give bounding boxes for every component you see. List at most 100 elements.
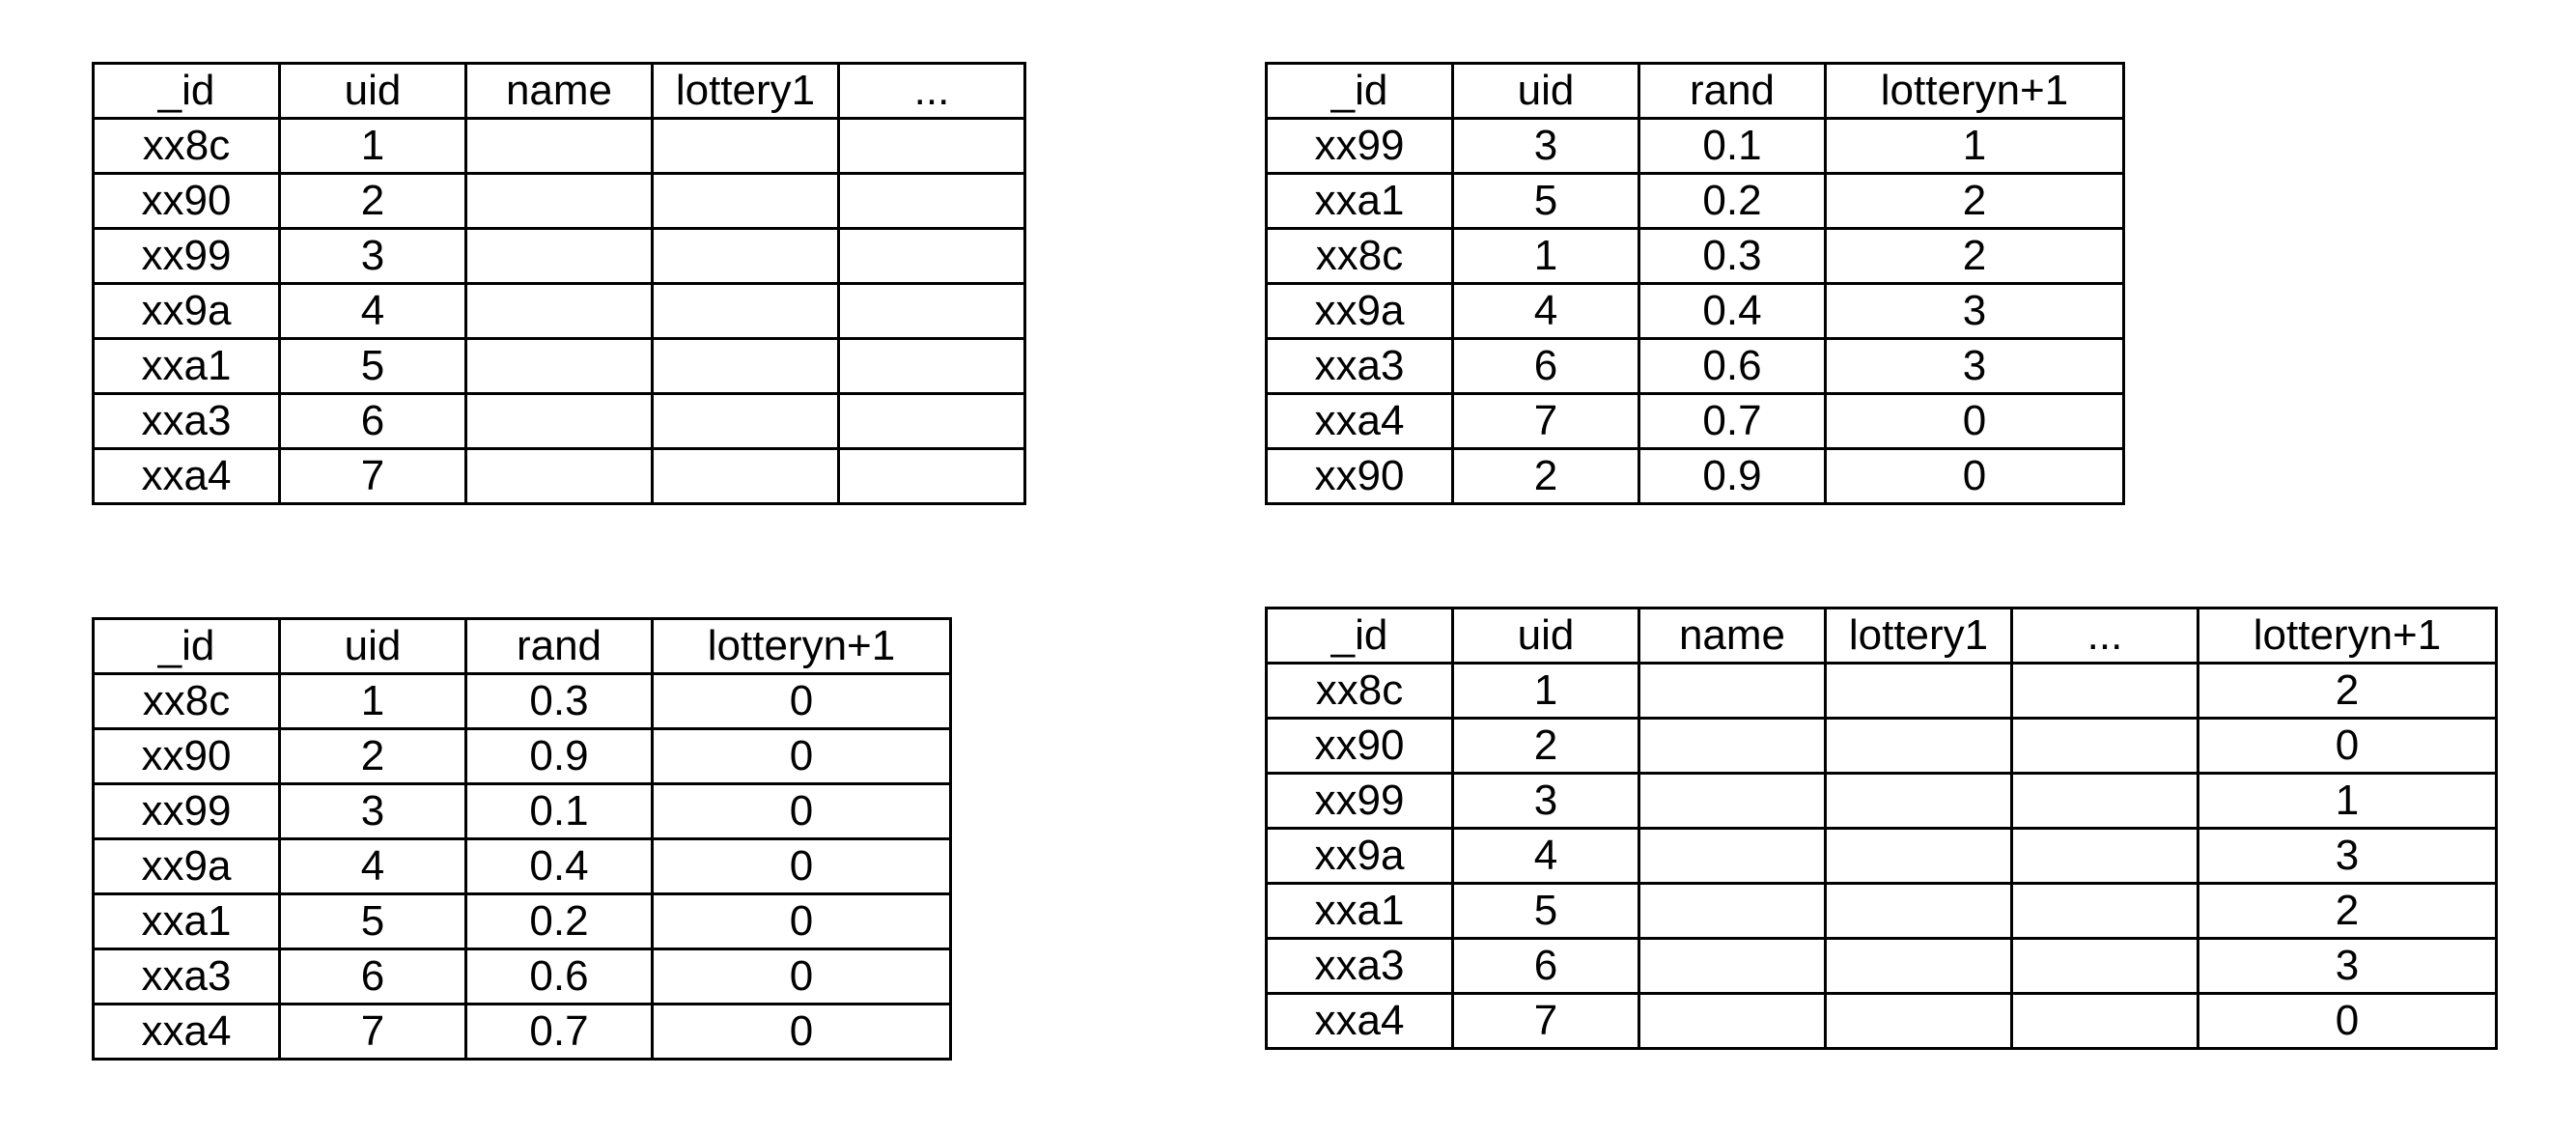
table-cell [651, 447, 840, 505]
table-cell [464, 117, 654, 175]
header-row: _id uid name lottery1 ... lotteryn+1 [1265, 607, 2498, 665]
table-cell: 6 [1451, 937, 1640, 995]
table-cell: 1 [1451, 662, 1640, 720]
table-cell [1824, 992, 2013, 1050]
table-cell: xx8c [1265, 662, 1454, 720]
table-cell: xx90 [1265, 717, 1454, 775]
header-cell: uid [278, 617, 467, 675]
table-cell: 0.1 [1638, 117, 1827, 175]
header-cell: name [1638, 607, 1827, 665]
table-cell [464, 447, 654, 505]
header-cell: lottery1 [1824, 607, 2013, 665]
table-cell: 7 [278, 447, 467, 505]
table-cell [651, 227, 840, 285]
table-row: xxa4 7 [92, 447, 1026, 505]
table-row: xx9a 4 0.4 3 [1265, 282, 2125, 340]
table-cell [464, 227, 654, 285]
table-cell: xx90 [92, 727, 281, 785]
header-cell: lottery1 [651, 62, 840, 120]
table-cell: 7 [1451, 992, 1640, 1050]
table-cell [837, 227, 1026, 285]
table-row: xx99 3 [92, 227, 1026, 285]
table-row: xx99 3 1 [1265, 772, 2498, 830]
table-row: xxa3 6 0.6 3 [1265, 337, 2125, 395]
table-cell [1824, 717, 2013, 775]
table-cell: xx8c [92, 117, 281, 175]
table-cell: 0 [651, 1003, 952, 1061]
table-cell: 7 [278, 1003, 467, 1061]
table-row: xx90 2 0.9 0 [1265, 447, 2125, 505]
header-cell: rand [1638, 62, 1827, 120]
header-cell: uid [1451, 62, 1640, 120]
header-cell: _id [92, 62, 281, 120]
header-cell: lotteryn+1 [2197, 607, 2498, 665]
table-cell [464, 282, 654, 340]
users-table: _id uid name lottery1 ... xx8c 1 xx90 2 xx… [92, 62, 1026, 505]
table-cell: 5 [1451, 882, 1640, 940]
header-cell: uid [278, 62, 467, 120]
header-row: _id uid name lottery1 ... [92, 62, 1026, 120]
table-cell [1824, 882, 2013, 940]
table-cell: xx8c [1265, 227, 1454, 285]
table-row: xxa3 6 0.6 0 [92, 948, 952, 1005]
table-cell: 4 [278, 282, 467, 340]
table-cell: xxa1 [92, 337, 281, 395]
table-cell: xx9a [92, 837, 281, 895]
table-cell [1638, 827, 1827, 885]
table-cell: xx99 [1265, 772, 1454, 830]
header-cell: ... [837, 62, 1026, 120]
table-cell [837, 337, 1026, 395]
table-cell [2010, 827, 2199, 885]
table-cell: xxa1 [92, 892, 281, 950]
table-row: xxa1 5 [92, 337, 1026, 395]
table-cell [1824, 937, 2013, 995]
table-row: xx90 2 [92, 172, 1026, 230]
table-row: xx90 2 0 [1265, 717, 2498, 775]
table-cell [1638, 937, 1827, 995]
table-row: xxa1 5 0.2 0 [92, 892, 952, 950]
table-cell: 3 [2197, 827, 2498, 885]
table-cell: 0 [651, 782, 952, 840]
header-cell: uid [1451, 607, 1640, 665]
table-row: xx99 3 0.1 0 [92, 782, 952, 840]
table-cell [837, 392, 1026, 450]
table-cell [837, 117, 1026, 175]
table-cell: 0 [651, 948, 952, 1005]
table-cell: 5 [278, 337, 467, 395]
table-cell: 1 [278, 672, 467, 730]
table-cell [1824, 662, 2013, 720]
table-cell: 1 [278, 117, 467, 175]
result-table: _id uid name lottery1 ... lotteryn+1 xx8… [1265, 607, 2498, 1050]
table-cell: 0.6 [464, 948, 654, 1005]
table-cell [1638, 662, 1827, 720]
table-cell: 0 [1824, 392, 2125, 450]
table-cell: 0 [651, 837, 952, 895]
table-cell [2010, 662, 2199, 720]
table-cell [2010, 717, 2199, 775]
header-row: _id uid rand lotteryn+1 [92, 617, 952, 675]
table-cell [1638, 992, 1827, 1050]
table-cell [1638, 882, 1827, 940]
table-cell [837, 447, 1026, 505]
table-cell: 6 [278, 392, 467, 450]
table-cell: 4 [1451, 282, 1640, 340]
table-cell: 3 [278, 782, 467, 840]
table-row: xxa3 6 [92, 392, 1026, 450]
table-cell [651, 172, 840, 230]
table-row: xxa1 5 2 [1265, 882, 2498, 940]
table-cell: xxa3 [1265, 937, 1454, 995]
header-cell: _id [1265, 607, 1454, 665]
table-cell: 6 [1451, 337, 1640, 395]
table-cell: xx99 [92, 227, 281, 285]
table-cell: 0 [651, 727, 952, 785]
table-row: xx8c 1 0.3 2 [1265, 227, 2125, 285]
table-row: xx8c 1 0.3 0 [92, 672, 952, 730]
table-cell: xxa4 [1265, 992, 1454, 1050]
table-cell: xxa4 [1265, 392, 1454, 450]
table-cell [464, 392, 654, 450]
table-cell: 3 [1451, 117, 1640, 175]
table-cell: 0 [2197, 992, 2498, 1050]
table-cell [837, 172, 1026, 230]
table-cell [2010, 772, 2199, 830]
table-cell: xx99 [92, 782, 281, 840]
